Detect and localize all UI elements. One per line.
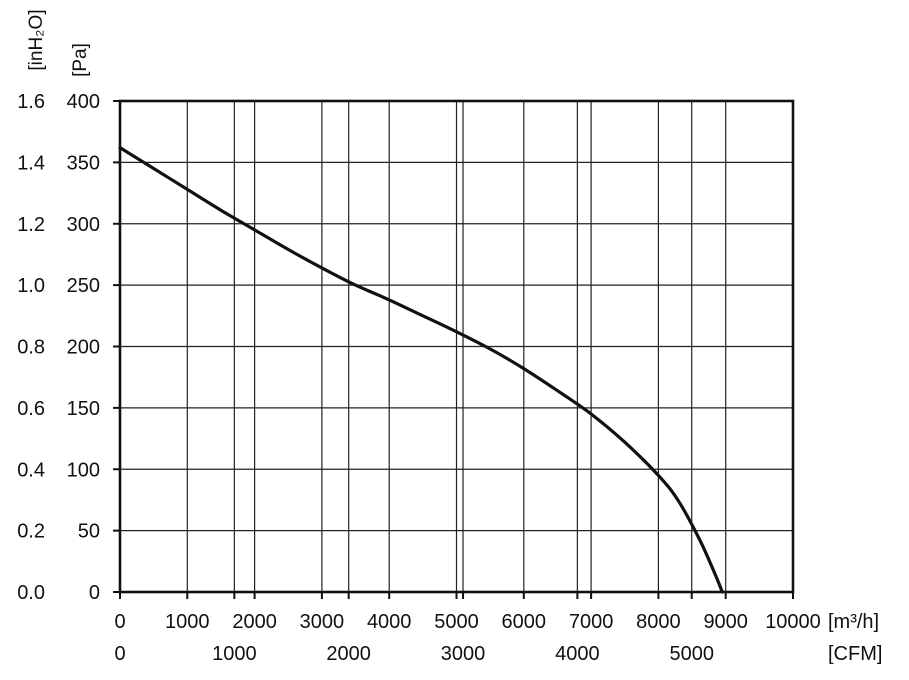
x-tick-label-cfm: 3000 — [441, 643, 486, 665]
y-tick-label-inh2o: 1.6 — [17, 91, 45, 113]
y-tick-label-inh2o: 0.8 — [17, 337, 45, 359]
grid-lines — [113, 100, 794, 599]
x-tick-label-cfm: 5000 — [669, 643, 714, 665]
x-tick-label-cfm: 2000 — [326, 643, 371, 665]
x-tick-label-m3h: 3000 — [300, 611, 345, 633]
x-tick-label-m3h: 5000 — [434, 611, 479, 633]
x-tick-label-m3h: 8000 — [636, 611, 681, 633]
x-tick-label-m3h: 0 — [114, 611, 125, 633]
x-tick-label-m3h: 7000 — [569, 611, 614, 633]
y-tick-label-pa: 350 — [67, 152, 100, 174]
y-tick-label-pa: 50 — [78, 521, 100, 543]
performance-curve-line — [118, 146, 724, 594]
y-tick-label-inh2o: 0.2 — [17, 521, 45, 543]
x-tick-label-cfm: 0 — [114, 643, 125, 665]
y-tick-label-pa: 400 — [67, 91, 100, 113]
x-unit-secondary-label: [CFM] — [828, 643, 882, 665]
x-tick-label-m3h: 2000 — [232, 611, 277, 633]
y-tick-label-inh2o: 1.2 — [17, 214, 45, 236]
y-left-unit-label: [inH₂O] — [26, 9, 47, 70]
x-tick-label-m3h: 6000 — [502, 611, 547, 633]
y-tick-label-inh2o: 1.4 — [17, 152, 45, 174]
y-tick-label-inh2o: 0.0 — [17, 582, 45, 604]
y-tick-label-pa: 0 — [89, 582, 100, 604]
y-tick-label-inh2o: 0.6 — [17, 398, 45, 420]
y-tick-label-inh2o: 0.4 — [17, 459, 45, 481]
curve-layer — [118, 146, 724, 594]
tick-labels: 0 0.0 50 0.2 100 0.4 150 0.6 200 0.8 250 1.0 300 1.2 3… — [17, 91, 821, 665]
y-tick-label-pa: 200 — [67, 337, 100, 359]
plot-frame — [118, 99, 795, 594]
x-unit-primary-label: [m³/h] — [828, 611, 879, 633]
y-right-unit-label: [Pa] — [70, 43, 91, 77]
x-tick-label-m3h: 4000 — [367, 611, 412, 633]
x-tick-label-m3h: 10000 — [765, 611, 821, 633]
y-tick-label-pa: 100 — [67, 459, 100, 481]
y-tick-label-pa: 150 — [67, 398, 100, 420]
x-tick-label-cfm: 4000 — [555, 643, 600, 665]
x-tick-label-cfm: 1000 — [212, 643, 257, 665]
x-tick-label-m3h: 9000 — [703, 611, 748, 633]
y-tick-label-pa: 250 — [67, 275, 100, 297]
y-tick-label-pa: 300 — [67, 214, 100, 236]
x-tick-label-m3h: 1000 — [165, 611, 210, 633]
y-tick-label-inh2o: 1.0 — [17, 275, 45, 297]
